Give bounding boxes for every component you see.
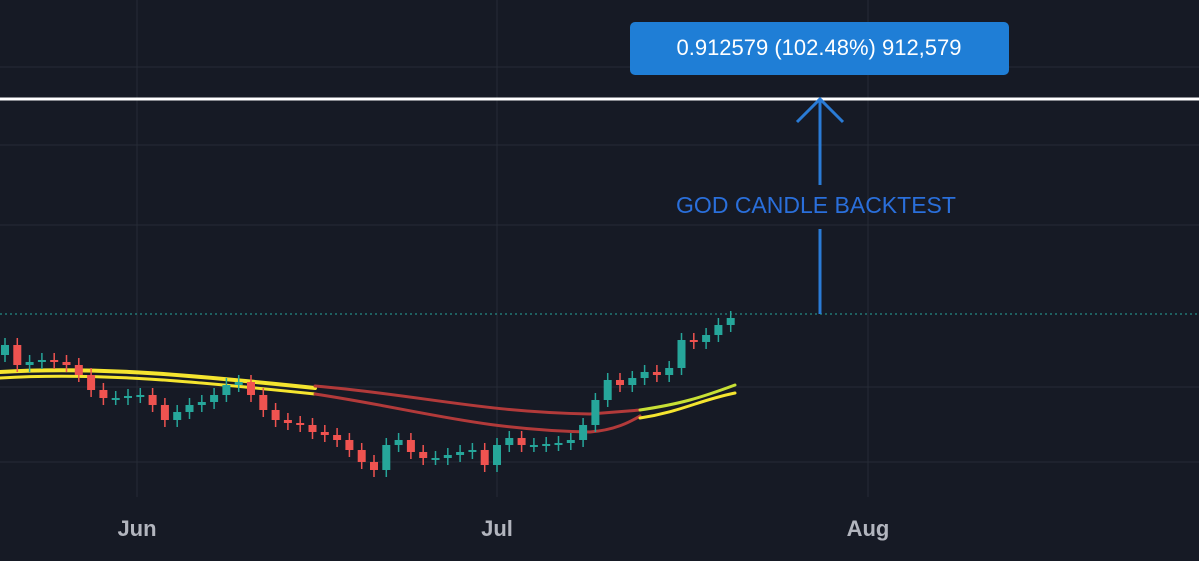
candle-body — [87, 375, 96, 390]
candle-body — [234, 382, 243, 385]
ma-line — [0, 374, 317, 396]
candle-body — [406, 440, 415, 452]
ma-line — [638, 383, 737, 412]
candle-body — [382, 445, 391, 470]
candle-body — [37, 360, 46, 362]
candle-body — [13, 345, 22, 365]
candle-body — [529, 445, 538, 447]
candle-body — [357, 450, 366, 462]
candle-body — [210, 395, 219, 402]
candle-body — [99, 390, 108, 398]
candle-body — [173, 412, 182, 420]
candle-body — [222, 385, 231, 395]
measure-label: 0.912579 (102.48%) 912,579 — [676, 35, 961, 60]
ma-line — [638, 391, 737, 420]
candle-body — [296, 423, 305, 425]
candle-body — [308, 425, 317, 432]
candle-body — [726, 318, 735, 325]
candle-body — [25, 362, 34, 365]
candle-body — [1, 345, 9, 355]
candle-body — [185, 405, 194, 412]
measure-box — [630, 22, 1009, 75]
candle-body — [554, 443, 563, 445]
candle-body — [591, 400, 600, 425]
candle-body — [419, 452, 428, 458]
ma-line — [0, 368, 317, 390]
candle-body — [616, 380, 624, 385]
candle-body — [431, 458, 440, 460]
candle-body — [603, 380, 612, 400]
candle-body — [566, 440, 575, 443]
candle-body — [197, 402, 206, 405]
candle-body — [111, 398, 120, 400]
candle-body — [74, 365, 83, 375]
candle-body — [50, 360, 59, 362]
candle-body — [628, 378, 637, 385]
candle-body — [443, 455, 452, 458]
candle-body — [640, 372, 649, 378]
candle-body — [333, 435, 342, 440]
candle-body — [370, 462, 378, 470]
candle-body — [702, 335, 711, 342]
candle-body — [283, 420, 292, 423]
annotation: GOD CANDLE BACKTEST — [676, 192, 956, 218]
candle-body — [517, 438, 526, 445]
candle-body — [456, 452, 465, 455]
candle-body — [62, 362, 71, 365]
candle-body — [542, 444, 551, 446]
candle-body — [259, 395, 268, 410]
candle-body — [247, 382, 255, 395]
moving-averages — [0, 368, 737, 434]
candle-body — [320, 432, 329, 435]
candle-body — [677, 340, 686, 368]
candle-body — [148, 395, 157, 405]
candle-body — [271, 410, 280, 420]
x-axis-label: Jul — [481, 516, 513, 541]
candle-body — [493, 445, 501, 465]
candle-body — [468, 450, 477, 452]
candle-body — [689, 340, 698, 342]
candle-body — [136, 395, 145, 397]
candle-body — [714, 325, 723, 335]
candles — [1, 311, 735, 477]
candle-body — [579, 425, 588, 440]
candle-body — [124, 396, 132, 398]
candle-body — [480, 450, 489, 465]
ma-line — [313, 384, 642, 416]
arrow-head — [795, 96, 845, 124]
arrow — [795, 96, 845, 314]
candle-body — [394, 440, 403, 445]
candle-body — [665, 368, 674, 375]
candle-body — [160, 405, 169, 420]
ma-line — [313, 392, 642, 434]
candle-body — [652, 372, 661, 375]
x-axis-label: Aug — [847, 516, 890, 541]
candle-body — [345, 440, 354, 450]
x-axis-label: Jun — [117, 516, 156, 541]
candle-body — [505, 438, 514, 445]
